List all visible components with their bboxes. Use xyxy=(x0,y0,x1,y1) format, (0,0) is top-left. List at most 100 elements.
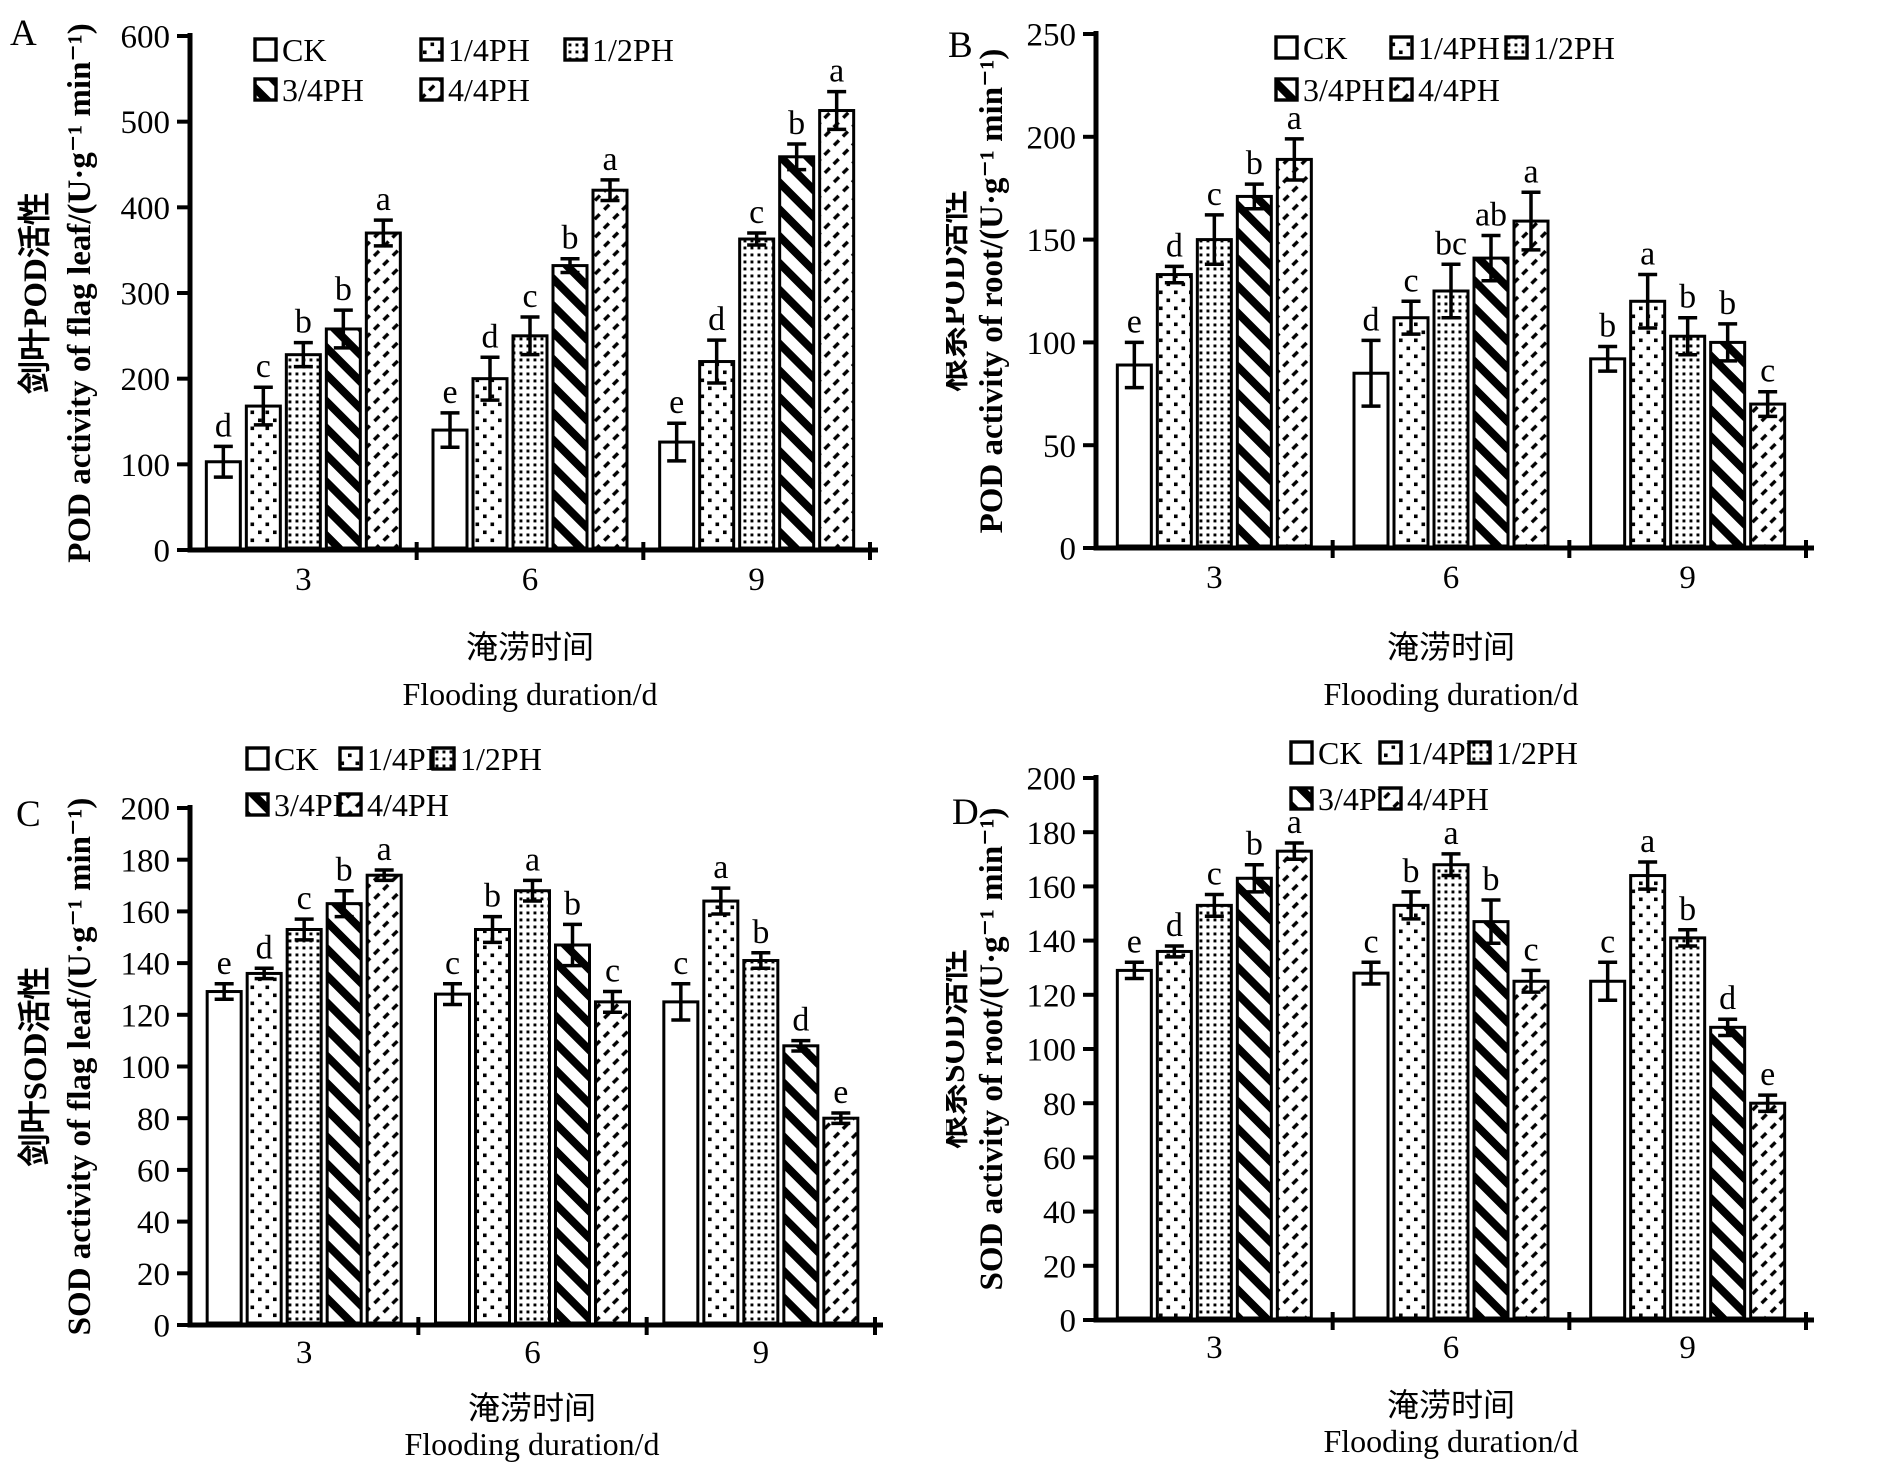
legend-label-12PH-A: 1/2PH xyxy=(592,32,674,68)
bar-14PH-3-A xyxy=(244,404,282,550)
sig-letter-C-14PH-9: a xyxy=(713,849,728,886)
y-tick-label-D-40: 40 xyxy=(1043,1195,1076,1231)
bar-CK-6-D xyxy=(1352,971,1390,1320)
bar-34PH-9-C xyxy=(782,1044,820,1325)
sig-letter-A-14PH-6: d xyxy=(482,318,499,355)
bar-44PH-3-A xyxy=(364,231,402,550)
bar-CK-9-B xyxy=(1589,357,1627,548)
sig-letter-B-12PH-3: c xyxy=(1207,176,1222,213)
bar-34PH-3-A xyxy=(324,327,362,550)
sig-letter-D-34PH-3: b xyxy=(1246,826,1263,863)
x-tick-label-C-3: 3 xyxy=(296,1335,313,1371)
bar-12PH-3-C xyxy=(285,927,323,1325)
bar-12PH-6-D xyxy=(1432,863,1470,1320)
legend-label-14PH-A: 1/4PH xyxy=(448,32,530,68)
x-tick-label-D-6: 6 xyxy=(1443,1330,1460,1366)
bar-12PH-9-B xyxy=(1669,334,1707,548)
sig-letter-B-34PH-3: b xyxy=(1246,145,1263,182)
panel-D: 0 20 40 60 80 100 120 140 160 180 200 3 6 9 e c c d b a c a b b… xyxy=(946,735,1892,1470)
y-tick-label-A-400: 400 xyxy=(121,191,171,227)
y-tick-label-C-200: 200 xyxy=(121,792,171,828)
x-tick-label-D-3: 3 xyxy=(1206,1330,1223,1366)
bar-34PH-9-D xyxy=(1709,1025,1747,1320)
bar-34PH-9-B xyxy=(1709,340,1747,548)
bar-14PH-6-A xyxy=(471,377,509,550)
sig-letter-C-44PH-3: a xyxy=(377,831,392,868)
bar-44PH-6-C xyxy=(594,1000,631,1325)
sig-letter-A-CK-6: e xyxy=(442,374,457,411)
bar-34PH-3-D xyxy=(1235,876,1273,1320)
bar-12PH-9-D xyxy=(1669,936,1707,1320)
sig-letter-A-CK-9: e xyxy=(669,384,684,421)
x-axis-title-en-B: Flooding duration/d xyxy=(1323,676,1579,712)
y-axis-title-en-D-svg: SOD activity of root/(U·g⁻¹ min⁻¹) xyxy=(974,808,1010,1291)
y-axis-title-en-A-svg: POD activity of flag leaf/(U·g⁻¹ min⁻¹) xyxy=(62,23,98,562)
sig-letter-A-12PH-9: c xyxy=(749,194,764,231)
bar-12PH-6-A xyxy=(511,334,549,550)
sig-letter-C-44PH-9: e xyxy=(833,1074,848,1111)
legend-swatch-34PH-icon xyxy=(253,77,278,102)
legend-swatch-CK-icon xyxy=(253,37,278,62)
y-axis-title-zh-C-svg: 剑叶SOD活性 xyxy=(16,967,54,1167)
bar-14PH-3-D xyxy=(1155,949,1193,1320)
y-tick-label-C-60: 60 xyxy=(137,1153,170,1189)
bar-34PH-6-D xyxy=(1472,920,1510,1320)
bar-44PH-9-C xyxy=(822,1116,860,1325)
bar-44PH-3-D xyxy=(1275,849,1313,1320)
legend-swatch-12PH-icon xyxy=(431,746,456,771)
bar-34PH-6-A xyxy=(551,264,589,550)
x-tick-label-B-6: 6 xyxy=(1443,560,1460,596)
legend-label-12PH-B: 1/2PH xyxy=(1533,30,1615,66)
sig-letter-A-44PH-6: a xyxy=(602,141,617,178)
y-tick-label-A-300: 300 xyxy=(121,277,171,313)
legend-label-34PH-B: 3/4PH xyxy=(1303,72,1385,108)
bar-34PH-9-A xyxy=(778,155,816,550)
x-tick-label-B-3: 3 xyxy=(1206,560,1223,596)
panel-label-D: D xyxy=(952,792,979,833)
y-tick-label-C-20: 20 xyxy=(137,1257,170,1293)
legend-swatch-44PH-icon xyxy=(1378,786,1403,811)
y-tick-label-D-60: 60 xyxy=(1043,1141,1076,1177)
legend-swatch-12PH-icon xyxy=(563,37,588,62)
sig-letter-A-34PH-9: b xyxy=(788,105,805,142)
bar-14PH-3-B xyxy=(1155,273,1193,548)
sig-letter-A-12PH-6: c xyxy=(522,278,537,315)
x-tick-label-D-9: 9 xyxy=(1679,1330,1696,1366)
y-tick-label-D-100: 100 xyxy=(1027,1033,1077,1069)
sig-letter-D-12PH-3: c xyxy=(1207,856,1222,893)
y-axis-title-zh-A-svg: 剑叶POD活性 xyxy=(16,192,54,394)
bar-12PH-9-A xyxy=(738,237,776,550)
sig-letter-B-14PH-6: c xyxy=(1403,262,1418,299)
y-tick-label-D-180: 180 xyxy=(1027,816,1077,852)
y-tick-label-C-140: 140 xyxy=(121,947,171,983)
bar-44PH-3-C xyxy=(365,873,403,1325)
sig-letter-C-44PH-6: c xyxy=(605,953,620,990)
sig-letter-D-44PH-6: c xyxy=(1523,931,1538,968)
y-tick-label-D-140: 140 xyxy=(1027,924,1077,960)
y-axis-title-en-C-svg: SOD activity of flag leaf/(U·g⁻¹ min⁻¹) xyxy=(62,798,98,1336)
y-tick-label-A-200: 200 xyxy=(121,362,171,398)
panel-B: 0 50 100 150 200 250 3 6 9 e d b d c a c bc b b ab b a a c CK 1/4… xyxy=(946,0,1892,735)
legend-swatch-CK-icon xyxy=(1289,740,1314,765)
sig-letter-D-12PH-9: b xyxy=(1679,891,1696,928)
bar-12PH-3-D xyxy=(1195,903,1233,1320)
sig-letter-D-14PH-3: d xyxy=(1166,907,1183,944)
x-axis-title-en-C: Flooding duration/d xyxy=(404,1426,660,1462)
sig-letter-C-CK-3: e xyxy=(217,945,232,982)
legend-swatch-14PH-icon xyxy=(1378,740,1403,765)
y-tick-label-D-20: 20 xyxy=(1043,1249,1076,1285)
sig-letter-C-CK-6: c xyxy=(445,945,460,982)
x-axis-title-zh-B: 淹涝时间 xyxy=(1386,629,1516,665)
bar-44PH-3-B xyxy=(1275,157,1313,548)
legend-label-34PH-A: 3/4PH xyxy=(282,72,364,108)
legend-swatch-CK-icon xyxy=(1274,35,1299,60)
bar-34PH-6-B xyxy=(1472,256,1510,548)
sig-letter-C-34PH-6: b xyxy=(564,885,581,922)
bar-14PH-9-C xyxy=(702,899,740,1325)
bar-34PH-6-C xyxy=(554,943,591,1325)
sig-letter-D-34PH-9: d xyxy=(1719,980,1736,1017)
sig-letter-A-14PH-9: d xyxy=(708,301,725,338)
sig-letter-A-34PH-3: b xyxy=(335,271,352,308)
bar-44PH-6-D xyxy=(1512,979,1550,1320)
bar-CK-9-D xyxy=(1589,979,1627,1320)
